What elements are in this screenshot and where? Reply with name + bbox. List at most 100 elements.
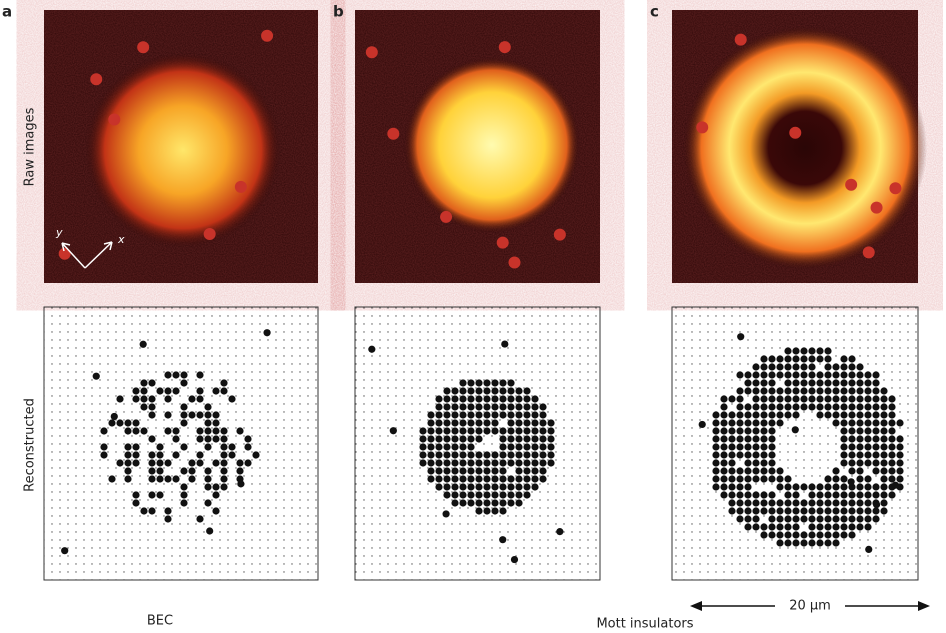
atom: [880, 483, 888, 491]
atom: [824, 499, 832, 507]
atom: [872, 507, 880, 515]
atom: [140, 395, 148, 403]
atom: [244, 435, 252, 443]
atom: [475, 395, 483, 403]
atom: [856, 483, 864, 491]
atom: [475, 435, 483, 443]
atom: [760, 395, 768, 403]
atom: [816, 499, 824, 507]
atom: [776, 403, 784, 411]
panel-label: c: [650, 3, 659, 21]
atom: [840, 451, 848, 459]
atom: [539, 403, 547, 411]
atom: [760, 355, 768, 363]
atom: [760, 379, 768, 387]
atom: [736, 515, 744, 523]
atom: [234, 180, 247, 193]
atom: [92, 372, 100, 380]
atom: [816, 371, 824, 379]
atom: [800, 515, 808, 523]
stray-atoms: [58, 29, 902, 269]
atom: [499, 483, 507, 491]
atom: [752, 435, 760, 443]
atom: [808, 491, 816, 499]
atom: [760, 371, 768, 379]
atom: [760, 499, 768, 507]
atom: [728, 475, 736, 483]
atom: [164, 411, 172, 419]
atom: [728, 507, 736, 515]
atom: [840, 443, 848, 451]
atom: [856, 475, 864, 483]
atom: [132, 451, 140, 459]
atom: [236, 459, 244, 467]
atom: [768, 459, 776, 467]
atom: [776, 531, 784, 539]
atom: [124, 459, 132, 467]
atom: [100, 443, 108, 451]
atom: [800, 371, 808, 379]
atom: [263, 329, 271, 337]
atom: [736, 443, 744, 451]
atom: [491, 491, 499, 499]
atom: [734, 33, 747, 46]
atom: [156, 467, 164, 475]
atom: [483, 403, 491, 411]
atom: [720, 459, 728, 467]
atom: [872, 403, 880, 411]
atom: [499, 435, 507, 443]
atom: [792, 539, 800, 547]
atom: [864, 403, 872, 411]
atom: [792, 355, 800, 363]
atom: [720, 443, 728, 451]
atom: [872, 491, 880, 499]
atom: [736, 395, 744, 403]
atom: [451, 395, 459, 403]
atom: [800, 363, 808, 371]
atom: [832, 395, 840, 403]
atom: [475, 507, 483, 515]
atom: [451, 467, 459, 475]
atom: [768, 451, 776, 459]
atom: [467, 467, 475, 475]
atom: [475, 387, 483, 395]
atom: [204, 427, 212, 435]
atom: [768, 395, 776, 403]
atom: [172, 371, 180, 379]
atom: [483, 427, 491, 435]
atom: [499, 475, 507, 483]
atom: [180, 443, 188, 451]
atom: [776, 395, 784, 403]
atom: [237, 480, 245, 488]
atom: [467, 411, 475, 419]
atom: [872, 419, 880, 427]
atom: [808, 379, 816, 387]
atom: [499, 379, 507, 387]
atom: [776, 411, 784, 419]
atom: [539, 443, 547, 451]
atom: [792, 515, 800, 523]
atom: [140, 427, 148, 435]
atom: [172, 387, 180, 395]
atom: [856, 403, 864, 411]
atom: [880, 419, 888, 427]
atom: [864, 427, 872, 435]
atom: [862, 246, 875, 259]
atom: [188, 467, 196, 475]
atom: [784, 499, 792, 507]
atom: [865, 545, 873, 553]
atom: [752, 499, 760, 507]
atom: [507, 475, 515, 483]
atom: [483, 395, 491, 403]
atom: [840, 387, 848, 395]
atom: [451, 483, 459, 491]
raw-image-a: [44, 10, 318, 283]
atom: [737, 333, 745, 341]
atom: [220, 443, 228, 451]
atom: [864, 507, 872, 515]
atom: [188, 395, 196, 403]
atom: [840, 507, 848, 515]
atom: [816, 387, 824, 395]
atom: [507, 395, 515, 403]
atom: [800, 355, 808, 363]
